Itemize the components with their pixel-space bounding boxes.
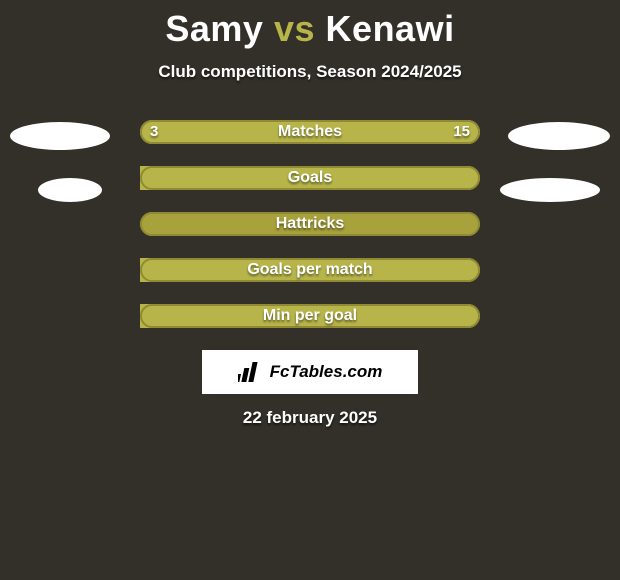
stat-label: Hattricks bbox=[140, 212, 480, 236]
stat-row: Goals per match bbox=[140, 258, 480, 282]
player-photo-placeholder bbox=[38, 178, 102, 202]
stat-row: Matches3 15 bbox=[140, 120, 480, 144]
bars-icon bbox=[238, 360, 264, 384]
stat-row: Min per goal bbox=[140, 304, 480, 328]
stat-label: Goals per match bbox=[140, 258, 480, 282]
snapshot-date: 22 february 2025 bbox=[0, 408, 620, 428]
comparison-title: Samy vs Kenawi bbox=[0, 0, 620, 50]
vs-separator: vs bbox=[274, 8, 315, 49]
stat-value-left: 3 bbox=[140, 120, 168, 144]
player1-name: Samy bbox=[165, 8, 263, 49]
stat-rows: Matches3 15 Goals Hattricks Goals per match M… bbox=[0, 120, 620, 328]
stat-row: Hattricks bbox=[140, 212, 480, 236]
stat-label: Goals bbox=[140, 166, 480, 190]
stat-label: Matches bbox=[140, 120, 480, 144]
player2-name: Kenawi bbox=[326, 8, 455, 49]
stat-value-right: 15 bbox=[443, 120, 480, 144]
player-photo-placeholder bbox=[508, 122, 610, 150]
stat-row: Goals bbox=[140, 166, 480, 190]
player-photo-placeholder bbox=[500, 178, 600, 202]
stat-label: Min per goal bbox=[140, 304, 480, 328]
watermark-logo: FcTables.com bbox=[202, 350, 418, 394]
player-photo-placeholder bbox=[10, 122, 110, 150]
watermark-text: FcTables.com bbox=[270, 362, 383, 382]
subtitle: Club competitions, Season 2024/2025 bbox=[0, 62, 620, 82]
